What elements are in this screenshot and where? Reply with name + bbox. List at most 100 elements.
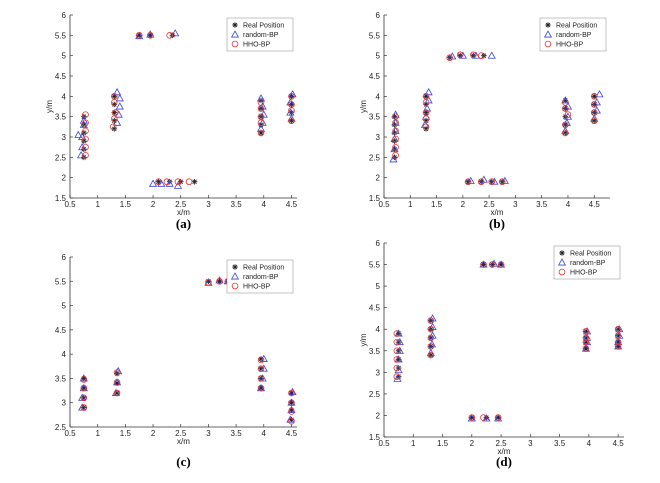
- data-point-circle: [427, 351, 435, 359]
- asterisk-stroke: [392, 130, 397, 136]
- x-tick-label: 4: [566, 200, 571, 209]
- data-point-circle: [590, 93, 598, 100]
- asterisk-stroke: [258, 98, 264, 103]
- y-tick-label: 2.5: [55, 423, 67, 432]
- data-point-triangle: [467, 414, 476, 422]
- y-tick-label: 4.5: [369, 304, 381, 313]
- data-point-circle: [464, 178, 472, 186]
- x-tick-label: 2: [470, 439, 475, 448]
- data-point-circle: [82, 143, 89, 151]
- data-point-triangle: [394, 365, 403, 374]
- x-tick-label: 1.5: [120, 429, 132, 438]
- data-point-triangle: [458, 51, 467, 59]
- data-point-triangle: [115, 102, 124, 110]
- asterisk-stroke: [392, 138, 397, 144]
- data-point-circle: [82, 119, 89, 127]
- asterisk-stroke: [392, 122, 397, 128]
- x-axis-label: x/m: [177, 437, 190, 446]
- data-point-circle: [427, 334, 435, 342]
- y-tick-label: 3: [376, 368, 381, 377]
- asterisk-stroke: [289, 118, 294, 124]
- data-point-triangle: [135, 31, 144, 40]
- y-axis-label: y/m: [359, 333, 368, 346]
- data-point-triangle: [114, 366, 123, 375]
- x-tick-label: 2.5: [484, 200, 496, 209]
- legend-label: HHO-BP: [243, 284, 271, 291]
- data-point-triangle: [395, 346, 404, 354]
- data-point-triangle: [215, 276, 224, 284]
- data-point-triangle: [256, 124, 266, 132]
- data-point-circle: [590, 117, 598, 125]
- series-circle: [82, 32, 295, 186]
- panel-label: (a): [176, 216, 191, 231]
- panel-label: (c): [176, 454, 190, 469]
- series-triangle: [389, 51, 604, 185]
- legend-box: [539, 17, 607, 52]
- x-tick-label: 1: [95, 429, 100, 438]
- legend-marker-triangle: [543, 30, 553, 38]
- x-tick-label: 4.5: [286, 429, 298, 438]
- x-tick-label: 4.5: [589, 200, 601, 209]
- y-tick-label: 5.5: [369, 31, 381, 40]
- panel-label: (b): [489, 216, 505, 231]
- data-point-circle: [166, 32, 173, 39]
- x-tick-label: 1.5: [431, 200, 443, 209]
- data-point-circle: [257, 384, 265, 392]
- data-point-triangle: [288, 90, 297, 98]
- data-point-circle: [174, 178, 182, 186]
- data-point-circle: [422, 109, 430, 116]
- data-point-triangle: [112, 118, 122, 126]
- data-point-asterisk: [591, 101, 598, 108]
- y-tick-label: 5.5: [55, 277, 67, 286]
- asterisk-stroke: [478, 179, 484, 185]
- y-tick-label: 4.5: [55, 72, 67, 81]
- data-point-asterisk: [391, 138, 398, 144]
- data-point-circle: [112, 109, 119, 116]
- data-point-circle: [582, 338, 590, 346]
- data-point-triangle: [171, 29, 180, 37]
- series-asterisk: [81, 32, 295, 185]
- y-tick-label: 2: [62, 174, 67, 183]
- data-point-circle: [614, 332, 622, 339]
- data-point-circle: [288, 408, 295, 415]
- series-asterisk: [81, 278, 295, 423]
- series-circle: [80, 277, 295, 425]
- data-point-circle: [110, 115, 118, 122]
- data-point-circle: [590, 109, 598, 116]
- y-tick-label: 5: [62, 302, 67, 311]
- x-tick-label: 2.5: [496, 439, 508, 448]
- asterisk-stroke: [591, 118, 597, 124]
- data-point-triangle: [489, 259, 499, 267]
- legend-label: Real Position: [243, 265, 284, 272]
- data-point-circle: [582, 334, 590, 342]
- data-point-circle: [257, 129, 265, 137]
- x-tick-label: 1: [411, 439, 416, 448]
- legend-label: random-BP: [556, 32, 592, 39]
- data-point-circle: [393, 364, 401, 372]
- legend-marker-circle: [231, 282, 239, 290]
- y-tick-label: 6: [376, 239, 381, 248]
- data-point-circle: [562, 129, 569, 137]
- data-point-circle: [392, 152, 399, 159]
- data-point-circle: [257, 99, 265, 106]
- data-point-circle: [614, 338, 622, 346]
- data-point-circle: [155, 178, 162, 186]
- legend-marker-asterisk: [232, 264, 238, 270]
- y-tick-label: 6: [62, 11, 67, 20]
- y-tick-label: 3: [62, 399, 67, 408]
- x-tick-label: 2: [151, 200, 156, 209]
- x-tick-label: 0.5: [64, 200, 76, 209]
- data-point-asterisk: [191, 178, 198, 185]
- series-asterisk: [395, 261, 621, 421]
- data-point-asterisk: [591, 109, 598, 116]
- x-tick-label: 2: [151, 429, 156, 438]
- data-point-triangle: [165, 179, 174, 187]
- data-point-circle: [135, 32, 143, 39]
- data-point-circle: [614, 343, 622, 350]
- x-tick-label: 3.5: [231, 429, 243, 438]
- series-circle: [392, 51, 598, 186]
- x-tick-label: 3.5: [231, 200, 243, 209]
- data-point-triangle: [173, 181, 183, 189]
- data-point-triangle: [595, 90, 604, 98]
- data-point-asterisk: [111, 101, 118, 108]
